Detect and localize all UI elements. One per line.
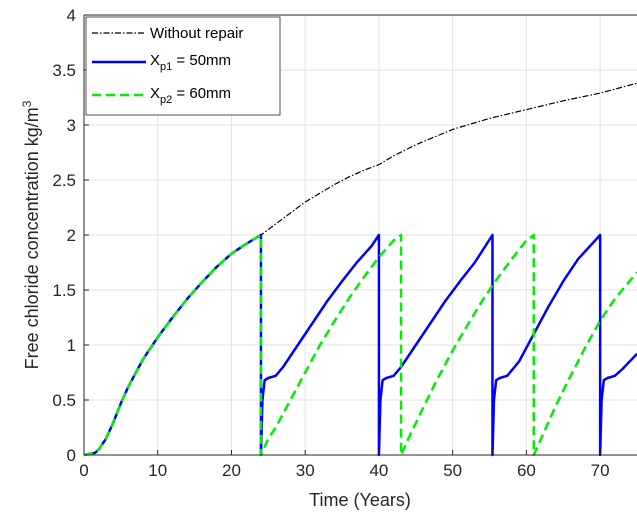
x-tick-label-1: 10 (148, 461, 167, 480)
x-tick-label-3: 30 (296, 461, 315, 480)
x-tick-label-6: 60 (517, 461, 536, 480)
x-axis-title: Time (Years) (309, 490, 411, 510)
legend-label-xp1-sub: p1 (160, 61, 172, 73)
y-tick-label-8: 4 (67, 6, 76, 25)
x-tick-label-5: 50 (443, 461, 462, 480)
legend-label-xp2: Xp2 = 60mm (150, 85, 231, 106)
x-tick-label-0: 0 (79, 461, 88, 480)
series-xp2-60mm (83, 233, 637, 457)
y-tick-label-6: 3 (67, 116, 76, 135)
legend-label-xp2-suffix: = 60mm (172, 85, 231, 102)
legend: Without repair Xp1 = 50mm Xp2 = 60mm (85, 16, 281, 116)
x-tick-label-4: 40 (369, 461, 388, 480)
y-axis-title: Free chloride concentration kg/m3 (20, 100, 42, 369)
y-tick-label-7: 3.5 (52, 61, 76, 80)
x-tick-label-2: 20 (222, 461, 241, 480)
y-tick-label-2: 1 (67, 336, 76, 355)
legend-label-xp1-suffix: = 50mm (172, 52, 231, 69)
legend-label-xp1: Xp1 = 50mm (150, 52, 231, 73)
legend-label-xp1-main: X (150, 52, 160, 69)
y-axis-title-main: Free chloride concentration kg/m (22, 107, 42, 369)
x-tick-label-7: 70 (591, 461, 610, 480)
y-tick-label-3: 1.5 (52, 281, 76, 300)
legend-label-xp2-main: X (150, 85, 160, 102)
y-axis-title-superscript: 3 (20, 100, 34, 107)
legend-label-xp2-sub: p2 (160, 94, 172, 106)
series-layer (83, 82, 637, 457)
y-tick-label-1: 0.5 (52, 391, 76, 410)
y-tick-label-4: 2 (67, 226, 76, 245)
y-tick-label-5: 2.5 (52, 171, 76, 190)
ticks: 0 10 20 30 40 50 60 70 0 0.5 1 1.5 2 2.5 3 3.5 4 (52, 6, 609, 480)
y-tick-label-0: 0 (67, 446, 76, 465)
legend-label-without-repair: Without repair (150, 25, 243, 42)
legend-label-without-repair-text: Without repair (150, 25, 243, 42)
